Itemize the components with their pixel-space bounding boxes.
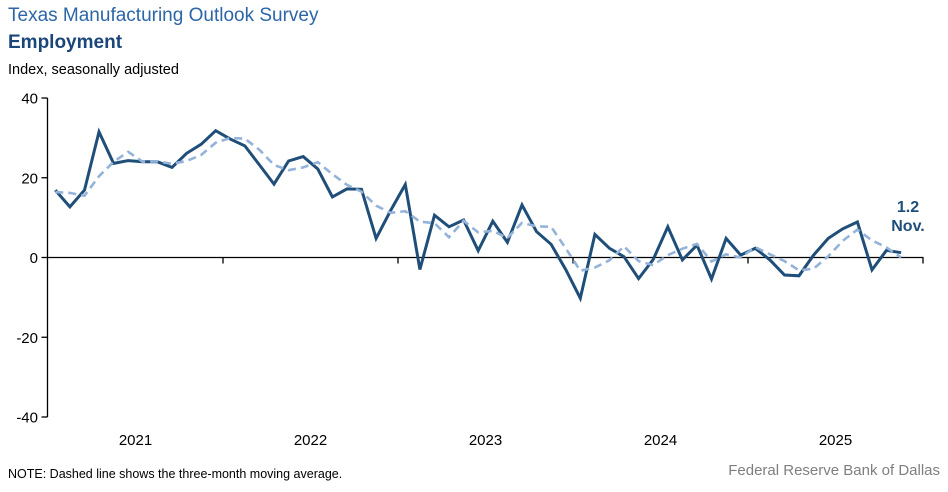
chart-note: NOTE: Dashed line shows the three-month … bbox=[8, 467, 343, 481]
latest-value-annotation: 1.2 Nov. bbox=[877, 198, 939, 236]
latest-value-label: 1.2 bbox=[896, 199, 920, 216]
moving-average-line bbox=[55, 136, 902, 273]
chart-subtitle: Employment bbox=[8, 32, 123, 53]
y-axis-tick-label: 40 bbox=[21, 91, 38, 108]
y-axis-units-label: Index, seasonally adjusted bbox=[8, 62, 179, 78]
y-axis-tick-label: -40 bbox=[16, 410, 38, 427]
latest-month-label: Nov. bbox=[891, 218, 925, 235]
x-axis-year-label: 2025 bbox=[819, 432, 852, 449]
x-axis-year-label: 2022 bbox=[294, 432, 327, 449]
y-axis-tick-label: -20 bbox=[16, 330, 38, 347]
x-axis-year-label: 2023 bbox=[469, 432, 502, 449]
y-axis-tick-label: 20 bbox=[21, 170, 38, 187]
source-attribution: Federal Reserve Bank of Dallas bbox=[728, 462, 940, 479]
x-axis-year-label: 2021 bbox=[119, 432, 152, 449]
x-axis-year-label: 2024 bbox=[644, 432, 677, 449]
y-axis-tick-label: 0 bbox=[30, 250, 38, 267]
chart-title: Texas Manufacturing Outlook Survey bbox=[8, 5, 319, 26]
monthly-index-line bbox=[54, 127, 902, 303]
